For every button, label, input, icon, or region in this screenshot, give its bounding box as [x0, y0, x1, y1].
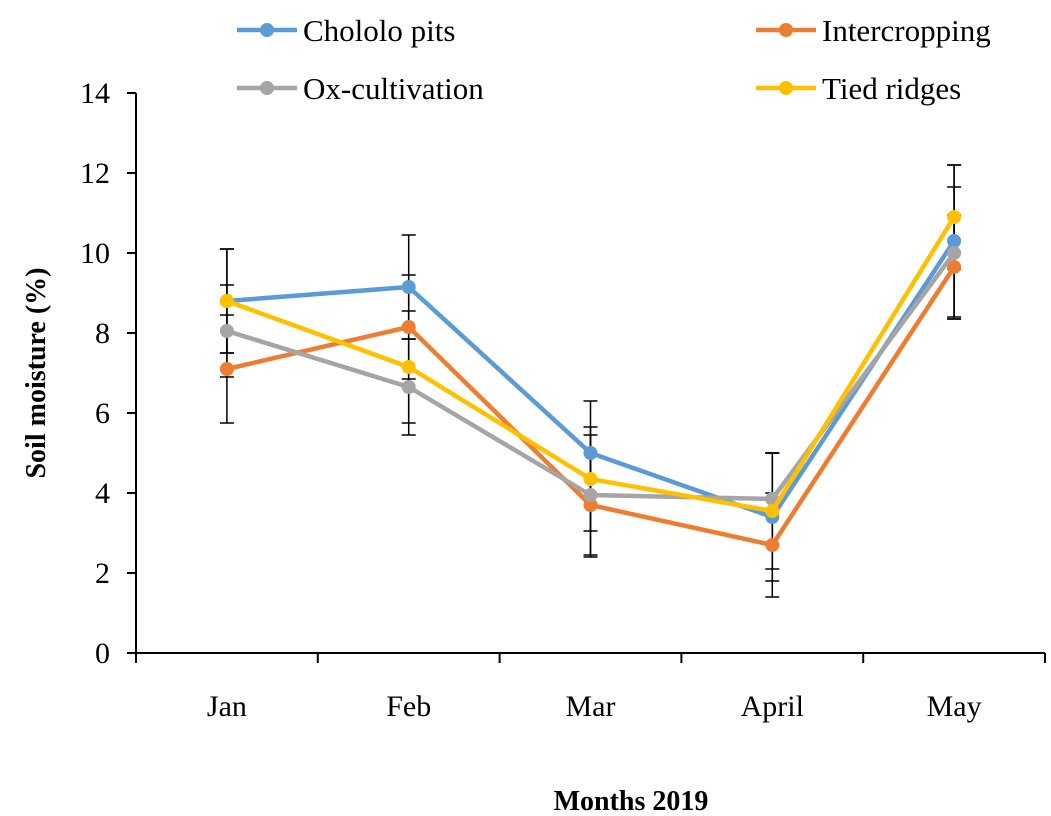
- plot-area: [219, 164, 962, 598]
- error-bars: [219, 164, 962, 598]
- legend-label: Chololo pits: [303, 13, 455, 48]
- x-tick-label: Mar: [566, 690, 616, 723]
- data-point: [765, 538, 780, 552]
- data-point: [219, 362, 234, 376]
- data-point: [219, 294, 234, 308]
- axes: [135, 93, 1045, 654]
- legend-item: Chololo pits: [237, 13, 455, 48]
- legend-swatch-marker: [779, 81, 793, 95]
- data-point: [219, 324, 234, 338]
- y-tick-label: 10: [80, 237, 110, 270]
- data-point: [401, 280, 416, 294]
- legend-label: Ox-cultivation: [303, 71, 484, 106]
- data-point: [583, 488, 598, 502]
- x-tick-label: May: [927, 690, 982, 723]
- series-chololo-pits: [219, 234, 962, 524]
- x-tick-label: April: [741, 690, 804, 723]
- legend-swatch-marker: [779, 23, 793, 37]
- legend-item: Tied ridges: [756, 71, 961, 106]
- legend-item: Intercropping: [756, 13, 991, 48]
- data-point: [765, 504, 780, 518]
- legend-label: Intercropping: [822, 13, 991, 48]
- y-tick-label: 12: [80, 157, 110, 190]
- data-point: [947, 260, 962, 274]
- data-point: [401, 360, 416, 374]
- legend-swatch-marker: [260, 23, 274, 37]
- y-tick-label: 6: [95, 397, 110, 430]
- y-tick-label: 2: [95, 557, 110, 590]
- x-ticks: Jan Feb Mar April May: [135, 653, 1046, 723]
- data-point: [401, 320, 416, 334]
- data-point: [947, 246, 962, 260]
- x-axis-title: Months 2019: [554, 786, 709, 816]
- data-point: [583, 446, 598, 460]
- y-tick-label: 8: [95, 317, 110, 350]
- data-point: [947, 210, 962, 224]
- data-point: [401, 380, 416, 394]
- legend-label: Tied ridges: [822, 71, 961, 106]
- series-tied-ridges: [219, 210, 962, 518]
- y-ticks: 0 2 4 6 8 10 12 14: [80, 77, 136, 670]
- data-point: [583, 472, 598, 486]
- series-intercropping: [219, 260, 962, 552]
- x-tick-label: Feb: [386, 690, 431, 723]
- y-axis-title: Soil moisture (%): [21, 267, 52, 478]
- data-point: [583, 498, 598, 512]
- data-point: [947, 234, 962, 248]
- x-tick-label: Jan: [207, 690, 247, 723]
- y-tick-label: 0: [95, 637, 110, 670]
- legend-swatch-marker: [260, 81, 274, 95]
- y-tick-label: 4: [95, 477, 110, 510]
- legend-item: Ox-cultivation: [237, 71, 484, 106]
- legend: Chololo pits Intercropping Ox-cultivation T…: [237, 13, 991, 106]
- y-tick-label: 14: [80, 77, 110, 110]
